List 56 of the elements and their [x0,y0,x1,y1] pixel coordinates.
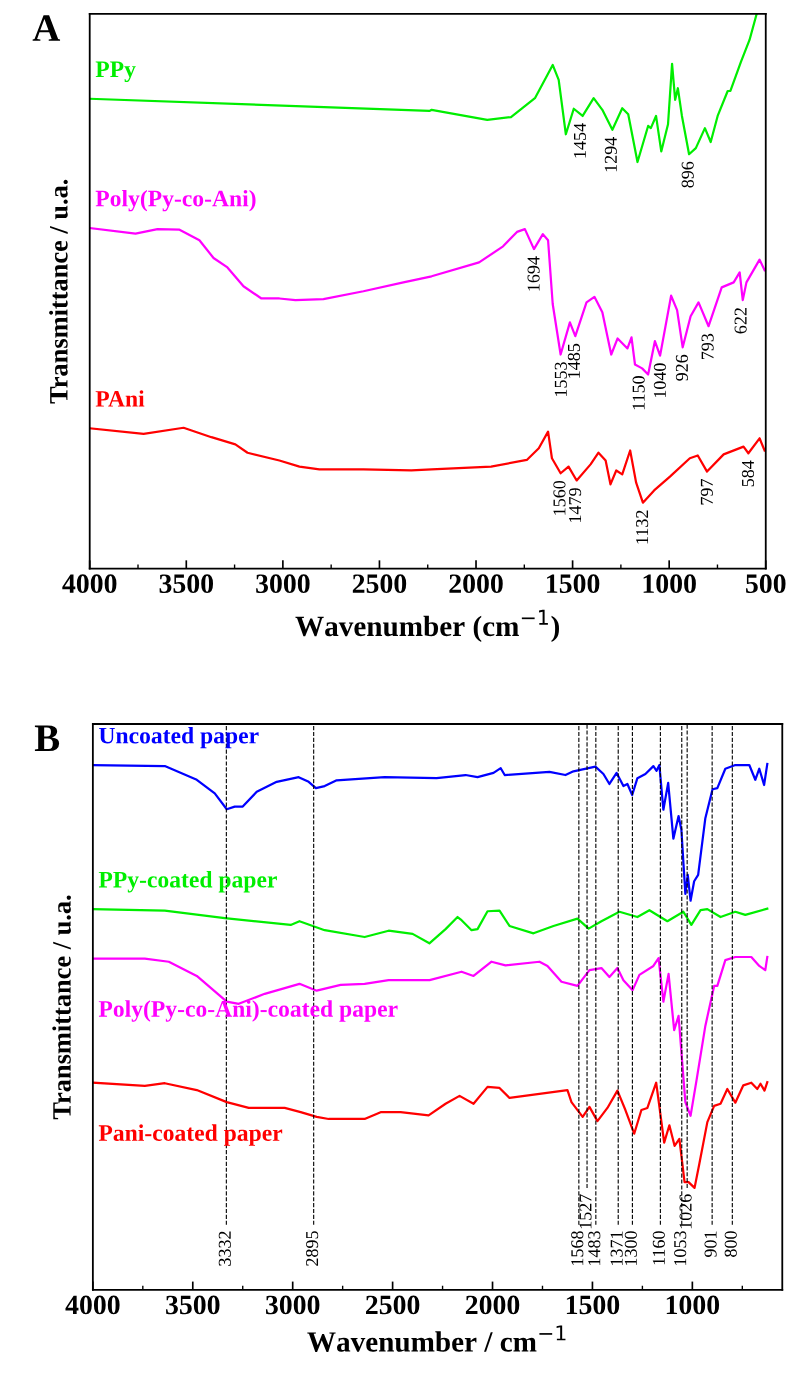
x-tick-label: 2500 [352,574,407,594]
series-label: Poly(Py-co-Ani)-coated paper [98,1000,398,1022]
annotation: 1485 [567,343,581,378]
annotation: 1294 [604,137,617,172]
annotation: 1479 [569,488,582,522]
annotation: 1132 [636,510,649,544]
annotation: 896 [681,161,694,188]
x-tick-label: 2000 [465,1295,520,1315]
x-tick-label: 2000 [449,574,503,594]
x-tick-label: 3500 [159,574,214,594]
ref-line-label: 1527 [579,1194,592,1229]
x-axis-title: Wavenumber (cm$^{−1}$) [295,609,560,643]
x-tick-label: 4000 [62,574,117,594]
annotation: 584 [741,460,755,487]
ref-line-label: 1300 [624,1231,637,1266]
ref-line-label: 3332 [218,1231,231,1266]
ref-line-label: 1371 [610,1231,623,1266]
x-tick-label: 1000 [643,574,696,594]
annotation: 1454 [573,123,586,158]
annotation: 926 [675,354,688,381]
x-tick-label: 1000 [666,1295,720,1315]
ref-line-label: 2895 [306,1231,319,1266]
ref-line-label: 800 [724,1231,737,1257]
series-label: PAni [95,390,145,407]
y-axis-title: Transmittance / u.a. [52,895,71,1120]
x-tick-label: 3000 [265,1295,320,1315]
series-label: Uncoated paper [99,726,259,749]
annotation: 622 [734,308,747,334]
annotation: 1150 [632,376,645,410]
annotation: 1560 [553,480,566,515]
series-label: Poly(Py-co-Ani) [95,189,256,212]
ref-line-label: 901 [704,1231,717,1257]
series-label: PPy [95,61,136,83]
ref-line-label: 1568 [571,1231,584,1266]
ref-line-label: 1160 [652,1231,665,1265]
annotation: 1694 [527,256,540,291]
series-label: PPy-coated paper [98,870,277,893]
ref-line-label: 1483 [588,1231,601,1266]
x-tick-label: 4000 [65,1295,120,1315]
x-tick-label: 3500 [166,1295,220,1315]
x-tick-label: 2500 [366,1295,420,1315]
series-label: Pani-coated paper [98,1124,283,1146]
x-tick-label: 3000 [256,574,310,594]
chart-title: A [32,15,61,41]
x-axis-title: Wavenumber / cm$^{−1}$ [307,1325,566,1352]
annotation: 793 [701,333,714,360]
x-tick-label: 1500 [547,574,600,594]
annotation: 797 [700,479,713,505]
chart-title: B [34,725,60,752]
y-axis-title: Transmittance / u.a. [49,179,68,404]
annotation: 1040 [653,363,666,398]
x-tick-label: 500 [746,574,786,594]
x-tick-label: 1500 [566,1295,620,1315]
annotation: 1553 [554,362,567,396]
ref-line-label: 1053 [674,1231,687,1266]
ref-line-label: 1026 [679,1194,692,1229]
